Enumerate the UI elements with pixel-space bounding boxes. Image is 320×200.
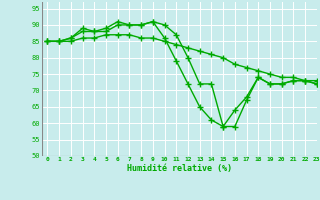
X-axis label: Humidité relative (%): Humidité relative (%) bbox=[127, 164, 232, 173]
